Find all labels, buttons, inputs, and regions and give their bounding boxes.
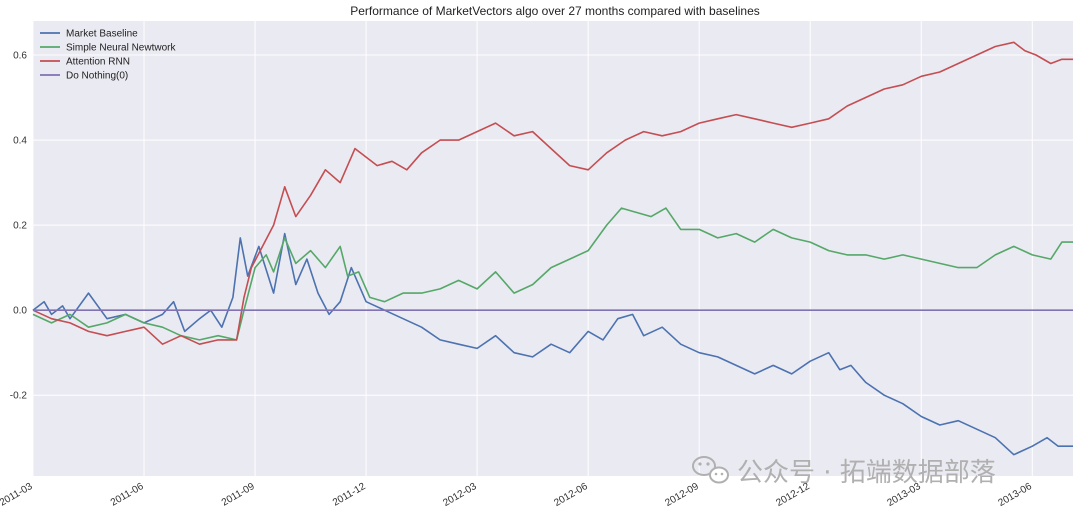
series-lines	[32, 41, 1073, 456]
watermark-text: 公众号 · 拓端数据部落	[737, 458, 996, 488]
x-tick-label: 2011-12	[331, 481, 368, 509]
x-tick-label: 2012-09	[663, 481, 701, 509]
wechat-icon	[692, 456, 729, 484]
legend-label: Market Baseline	[66, 29, 138, 40]
plot-area	[33, 21, 1073, 476]
series-line-attention-rnn	[32, 41, 1073, 346]
x-tick-label: 2013-06	[997, 481, 1035, 509]
watermark: 公众号 · 拓端数据部落	[692, 456, 996, 488]
x-tick-label: 2012-03	[441, 481, 479, 509]
series-line-market-baseline	[32, 232, 1073, 456]
grid	[32, 21, 1073, 476]
series-line-simple-neural-newtwork	[32, 207, 1073, 341]
chart-title: Performance of MarketVectors algo over 2…	[350, 4, 760, 18]
x-tick-label: 2012-06	[552, 481, 590, 509]
x-tick-label: 2011-06	[109, 481, 146, 509]
y-tick-label: 0.4	[13, 136, 27, 147]
legend: Market Baseline Simple Neural Newtwork Att…	[40, 29, 176, 82]
y-tick-label: 0.0	[13, 306, 27, 317]
legend-label: Do Nothing(0)	[66, 71, 128, 82]
y-tick-label: 0.6	[13, 51, 27, 62]
legend-label: Attention RNN	[66, 57, 130, 68]
y-tick-label: -0.2	[10, 391, 28, 402]
legend-label: Simple Neural Newtwork	[66, 43, 176, 54]
y-tick-label: 0.2	[13, 221, 27, 232]
x-tick-label: 2011-09	[220, 481, 257, 509]
x-tick-label: 2011-03	[0, 481, 35, 509]
y-axis-ticks: -0.2 0.0 0.2 0.4 0.6	[10, 51, 28, 402]
